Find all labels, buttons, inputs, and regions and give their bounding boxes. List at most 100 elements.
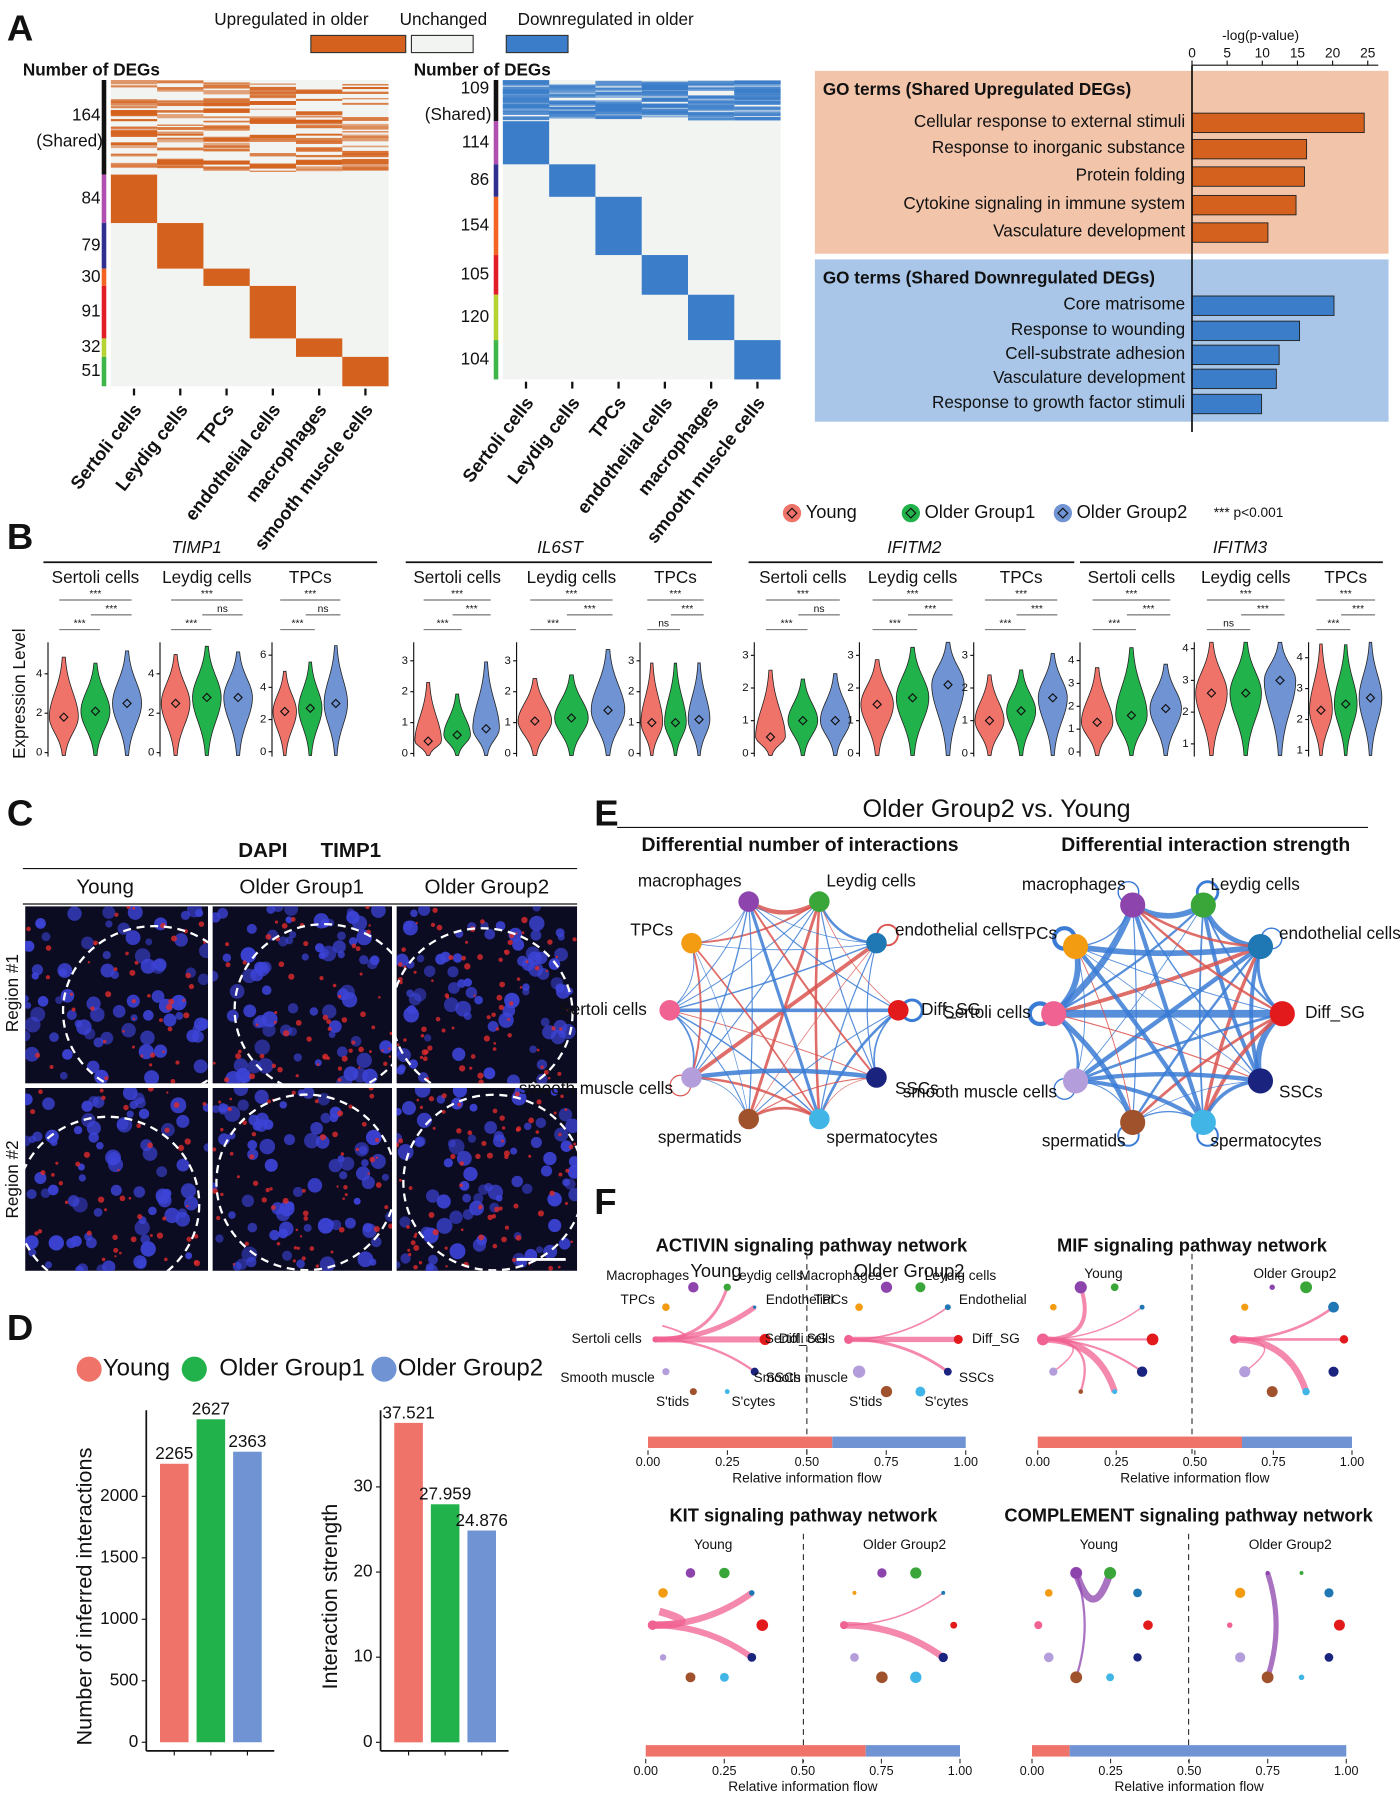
nucleus	[416, 954, 425, 963]
edge	[848, 1306, 949, 1341]
nucleus	[129, 1100, 138, 1110]
signal	[299, 1235, 303, 1238]
nucleus	[406, 989, 414, 998]
signal	[343, 1185, 348, 1190]
signal	[371, 1025, 376, 1030]
heatmap-stripe	[734, 101, 781, 103]
node	[1328, 1366, 1339, 1377]
sig-label: ***	[797, 589, 809, 600]
cell-title: Leydig cells	[868, 567, 957, 587]
signal	[501, 1139, 504, 1143]
go-term: Protein folding	[1076, 165, 1185, 185]
signal	[338, 1226, 345, 1233]
edge	[655, 1338, 756, 1373]
heatmap-stripe	[296, 137, 343, 142]
node-label: endothelial cells	[895, 920, 1017, 940]
heatmap-stripe	[641, 97, 688, 102]
violin	[931, 641, 965, 756]
y-axis-title: Number of inferred interactions	[71, 1447, 96, 1745]
signal	[521, 916, 528, 924]
nucleus	[465, 986, 478, 999]
nucleus	[289, 931, 297, 939]
violin	[80, 662, 111, 756]
signal	[225, 962, 231, 968]
heatmap-stripe	[688, 84, 735, 87]
nucleus	[76, 1263, 89, 1271]
nucleus	[31, 972, 40, 980]
heatmap-stripe	[688, 83, 735, 85]
median-diamond	[279, 706, 290, 717]
signal	[470, 1054, 476, 1059]
nucleus	[452, 1047, 466, 1061]
signal	[545, 969, 549, 973]
median-diamond	[233, 692, 243, 703]
node	[1120, 892, 1146, 918]
signal	[342, 1197, 346, 1200]
nucleus	[25, 940, 35, 952]
heatmap-title: Number of DEGs	[414, 59, 551, 79]
node	[1050, 1303, 1057, 1311]
node	[1298, 1674, 1305, 1681]
signal	[276, 1242, 281, 1246]
network-title: COMPLEMENT signaling pathway network	[1004, 1504, 1373, 1525]
heatmap-stripe	[296, 119, 343, 123]
sig-label: ***	[1125, 589, 1137, 600]
node	[647, 1620, 658, 1630]
heatmap-stripe	[549, 95, 596, 98]
edge	[655, 1286, 729, 1341]
nucleus	[568, 1156, 578, 1168]
nucleus	[452, 1087, 467, 1098]
legend-diamond	[1057, 507, 1069, 519]
go-term: Cytokine signaling in immune system	[903, 193, 1185, 213]
nucleus	[195, 909, 204, 918]
nucleus	[568, 1188, 578, 1202]
nucleus	[240, 947, 257, 963]
median-diamond	[530, 716, 540, 726]
node-label: Leydig cells	[826, 871, 915, 891]
node-label: spermatocytes	[1210, 1131, 1321, 1151]
median-diamond	[907, 692, 918, 703]
signal	[477, 1072, 484, 1079]
signal	[366, 929, 371, 935]
nucleus	[35, 918, 46, 929]
node-label: SSCs	[959, 1370, 994, 1385]
node	[747, 1652, 757, 1662]
signal	[123, 1104, 129, 1111]
y-tick-label: 2	[1068, 700, 1074, 712]
gene-title: IFITM3	[1213, 537, 1268, 557]
heatmap-stripe	[641, 103, 688, 108]
signal	[86, 1230, 92, 1236]
value-label: 24.876	[456, 1510, 508, 1530]
nucleus	[355, 1166, 371, 1181]
bar	[1191, 393, 1263, 415]
signal	[140, 1054, 144, 1058]
signal	[270, 1205, 276, 1210]
node	[659, 1000, 680, 1021]
legend-label: Older Group1	[925, 501, 1036, 522]
heatmap-block	[157, 223, 204, 269]
signal	[26, 926, 31, 932]
nucleus	[105, 920, 113, 928]
heatmap-stripe	[342, 117, 389, 121]
edge	[652, 1590, 754, 1629]
y-tick-label: 20	[354, 1561, 373, 1581]
heatmap-stripe	[157, 110, 204, 113]
nucleus	[483, 1067, 496, 1080]
node	[1247, 933, 1274, 960]
violin	[755, 669, 786, 756]
value-label: 2265	[155, 1443, 193, 1463]
signal	[249, 1073, 256, 1080]
heatmap-stripe	[157, 138, 204, 143]
sig-label: ***	[924, 604, 936, 615]
edge	[691, 942, 750, 1120]
signal	[337, 1077, 342, 1082]
heatmap-stripe	[296, 98, 343, 101]
heatmap-stripe	[203, 160, 250, 164]
node-label: Macrophages	[799, 1268, 882, 1283]
signal	[232, 1262, 236, 1266]
node-label: Endothelial	[959, 1292, 1027, 1307]
x-tick-label: 1.00	[953, 1455, 977, 1469]
flow-segment	[1069, 1745, 1347, 1757]
